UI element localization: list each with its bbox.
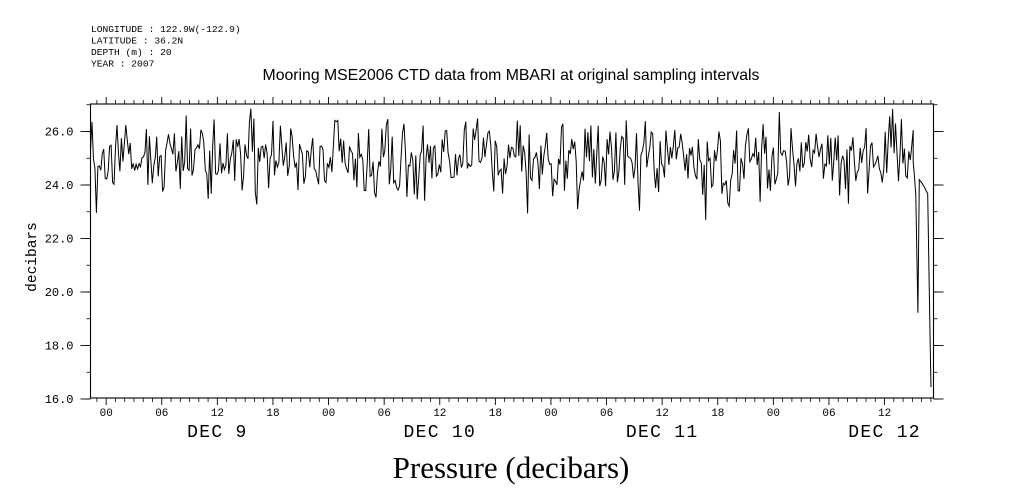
svg-text:00: 00	[544, 408, 557, 420]
svg-text:00: 00	[322, 408, 335, 420]
svg-text:18: 18	[711, 408, 724, 420]
svg-text:Pressure (decibars): Pressure (decibars)	[393, 450, 630, 485]
svg-text:LATITUDE : 36.2N: LATITUDE : 36.2N	[91, 36, 183, 47]
svg-text:DEPTH (m) : 20: DEPTH (m) : 20	[91, 47, 172, 58]
svg-text:22.0: 22.0	[45, 233, 74, 247]
svg-text:decibars: decibars	[25, 222, 41, 292]
svg-text:DEC 10: DEC 10	[403, 423, 476, 443]
svg-text:06: 06	[822, 408, 835, 420]
svg-text:26.0: 26.0	[45, 126, 74, 140]
svg-text:18.0: 18.0	[45, 340, 74, 354]
svg-text:00: 00	[100, 408, 113, 420]
svg-text:16.0: 16.0	[45, 393, 74, 407]
svg-text:YEAR : 2007: YEAR : 2007	[91, 59, 154, 70]
svg-text:12: 12	[656, 408, 669, 420]
svg-text:12: 12	[211, 408, 224, 420]
svg-text:06: 06	[378, 408, 391, 420]
svg-text:18: 18	[266, 408, 279, 420]
svg-text:12: 12	[878, 408, 891, 420]
svg-text:06: 06	[600, 408, 613, 420]
svg-text:24.0: 24.0	[45, 179, 74, 193]
svg-text:DEC 12: DEC 12	[848, 423, 921, 443]
svg-text:18: 18	[489, 408, 502, 420]
svg-text:Mooring MSE2006 CTD data from: Mooring MSE2006 CTD data from MBARI at o…	[263, 67, 760, 84]
svg-text:12: 12	[433, 408, 446, 420]
svg-text:LONGITUDE : 122.9W(-122.9): LONGITUDE : 122.9W(-122.9)	[91, 24, 241, 35]
svg-text:06: 06	[155, 408, 168, 420]
svg-text:DEC 11: DEC 11	[626, 423, 699, 443]
svg-text:00: 00	[767, 408, 780, 420]
svg-text:20.0: 20.0	[45, 286, 74, 300]
svg-text:DEC 9: DEC 9	[187, 423, 248, 443]
